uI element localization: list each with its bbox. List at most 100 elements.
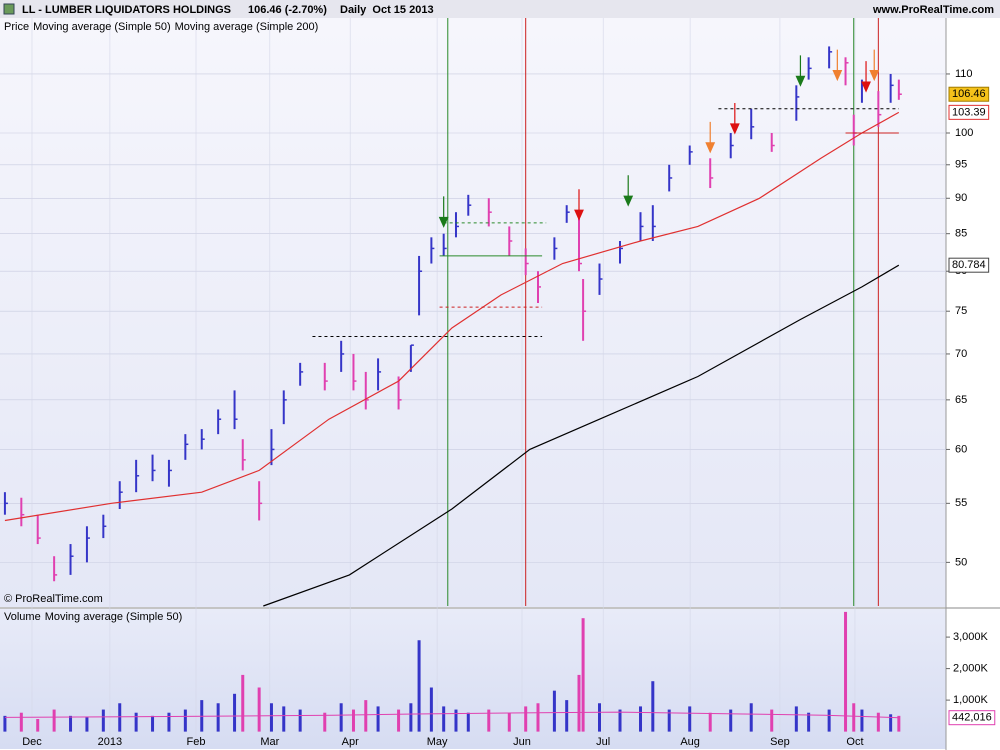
volume-bar [667, 709, 671, 732]
volume-tick-label: 3,000K [953, 631, 989, 643]
volume-bar [442, 706, 446, 732]
volume-bar [409, 703, 413, 732]
volume-legend: Volume [4, 611, 41, 623]
volume-bar [807, 712, 811, 732]
volume-bar [101, 709, 105, 732]
volume-bar [69, 715, 73, 732]
chart-icon [3, 3, 15, 15]
volume-bar [241, 674, 245, 732]
volume-bar [749, 703, 753, 732]
volume-bar [487, 709, 491, 732]
volume-bar [36, 719, 40, 732]
x-tick-label: Jun [513, 736, 531, 748]
volume-bar [183, 709, 187, 732]
volume-bar [794, 706, 798, 732]
volume-bar [577, 674, 581, 732]
volume-bar [852, 703, 856, 732]
volume-legend: Moving average (Simple 50) [45, 611, 183, 623]
volume-panel [0, 609, 946, 749]
y-tick-label: 85 [955, 228, 967, 240]
volume-bar [298, 709, 302, 732]
y-tick-label: 100 [955, 127, 973, 139]
volume-bar [269, 703, 273, 732]
volume-bar [216, 703, 220, 732]
volume-bar [651, 681, 655, 732]
volume-bar [708, 712, 712, 732]
volume-bar [897, 715, 901, 732]
volume-bar [323, 712, 327, 732]
volume-bar [729, 709, 733, 732]
volume-bar [466, 712, 470, 732]
volume-bar [618, 709, 622, 732]
last-change: 106.46 (-2.70%) [248, 4, 327, 16]
value-box [948, 710, 996, 726]
volume-bar [844, 611, 848, 732]
volume-bar [19, 712, 23, 732]
volume-bar [417, 640, 421, 732]
line-series [4, 711, 899, 719]
volume-bar [536, 703, 540, 732]
volume-bar [581, 618, 585, 732]
y-tick-label: 110 [955, 68, 973, 80]
signal-arrow [705, 121, 716, 154]
volume-bar [351, 709, 355, 732]
volume-bar [397, 709, 401, 732]
chart-title: LL - LUMBER LIQUIDATORS HOLDINGS [22, 4, 231, 16]
y-tick-label: 60 [955, 443, 967, 455]
volume-bar [85, 717, 89, 732]
x-tick-label: May [427, 736, 448, 748]
x-tick-label: 2013 [98, 736, 122, 748]
x-tick-label: Dec [22, 736, 42, 748]
volume-bar [552, 690, 556, 732]
volume-bar [257, 687, 261, 732]
signal-arrow [795, 55, 806, 87]
volume-bar [524, 706, 528, 732]
x-tick-label: Sep [770, 736, 790, 748]
period: Daily Oct 15 2013 [340, 4, 434, 16]
volume-bar [860, 709, 864, 732]
volume-bar [3, 715, 7, 732]
volume-bar [639, 706, 643, 732]
y-tick-label: 70 [955, 348, 967, 360]
volume-bar [507, 712, 511, 732]
legend-entry: Moving average (Simple 50) [33, 21, 171, 33]
volume-bar [598, 703, 602, 732]
volume-bar [565, 700, 569, 732]
volume-bar [167, 712, 171, 732]
volume-bar [876, 712, 880, 732]
volume-bar [364, 700, 368, 732]
signal-arrow [574, 189, 584, 221]
volume-bar [770, 709, 774, 732]
volume-bar [827, 709, 831, 732]
volume-bar [376, 706, 380, 732]
header-bar [0, 0, 1000, 18]
x-tick-label: Oct [846, 736, 863, 748]
price-panel [0, 18, 946, 607]
last-value-label: 442,016 [952, 712, 992, 724]
y-tick-label: 90 [955, 192, 967, 204]
volume-tick-label: 1,000K [953, 694, 989, 706]
value-box [948, 104, 990, 120]
volume-bar [151, 715, 155, 732]
legend-entry: Moving average (Simple 200) [175, 21, 319, 33]
volume-bar [282, 706, 286, 732]
legend-entry: Price [4, 21, 29, 33]
x-tick-label: Mar [260, 736, 279, 748]
last-value-label: 106.46 [952, 88, 986, 100]
volume-bar [52, 709, 56, 732]
y-tick-label: 65 [955, 394, 967, 406]
signal-arrow [623, 175, 634, 207]
line-series [263, 264, 900, 607]
signal-arrow [832, 49, 843, 82]
volume-bar [118, 703, 122, 732]
volume-bar [688, 706, 692, 732]
signal-arrow [869, 49, 880, 82]
volume-bar [339, 703, 343, 732]
volume-bar [429, 687, 433, 732]
source: www.ProRealTime.com [872, 4, 994, 16]
last-value-label: 80.784 [952, 259, 986, 271]
volume-bar [134, 712, 138, 732]
x-tick-label: Apr [342, 736, 359, 748]
volume-bar [889, 714, 893, 732]
